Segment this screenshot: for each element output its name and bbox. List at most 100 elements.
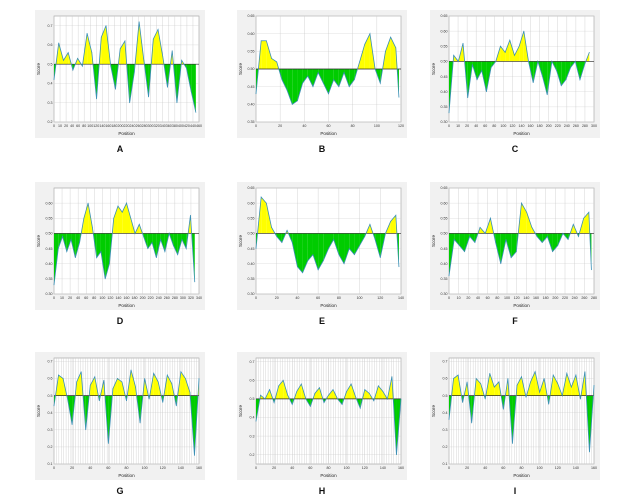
data-point-f-19 bbox=[547, 236, 548, 237]
data-point-g-25 bbox=[167, 375, 168, 376]
y-tick-label-f-3: 0.45 bbox=[441, 247, 448, 251]
data-point-e-14 bbox=[328, 248, 329, 249]
data-point-g-27 bbox=[176, 406, 177, 407]
data-point-c-16 bbox=[523, 31, 524, 32]
data-point-c-6 bbox=[477, 79, 478, 80]
data-point-a-6 bbox=[82, 66, 83, 67]
y-tick-label-g-5: 0.6 bbox=[48, 377, 53, 381]
y-tick-label-h-5: 0.7 bbox=[250, 360, 255, 364]
x-tick-label-c-6: 100 bbox=[500, 124, 506, 128]
data-point-f-22 bbox=[563, 233, 564, 234]
x-tick-label-f-11: 200 bbox=[552, 296, 558, 300]
data-point-e-12 bbox=[318, 269, 319, 270]
data-point-h-2 bbox=[265, 399, 266, 400]
y-tick-label-f-5: 0.55 bbox=[441, 216, 448, 220]
data-point-h-22 bbox=[355, 397, 356, 398]
data-point-g-23 bbox=[158, 382, 159, 383]
data-point-b-20 bbox=[359, 62, 360, 63]
x-tick-label-f-10: 180 bbox=[543, 296, 549, 300]
x-tick-label-f-2: 20 bbox=[466, 296, 470, 300]
data-point-d-12 bbox=[105, 279, 106, 280]
data-point-a-11 bbox=[106, 25, 107, 26]
data-point-d-21 bbox=[143, 236, 144, 237]
data-point-e-0 bbox=[256, 248, 257, 249]
x-axis-label-a: Position bbox=[118, 131, 135, 136]
data-point-i-19 bbox=[535, 371, 536, 372]
data-point-c-27 bbox=[575, 61, 576, 62]
y-tick-label-c-1: 0.35 bbox=[441, 105, 448, 109]
data-point-i-11 bbox=[498, 382, 499, 383]
y-tick-label-a-1: 0.3 bbox=[48, 101, 53, 105]
data-point-h-24 bbox=[364, 389, 365, 390]
data-point-c-25 bbox=[566, 79, 567, 80]
y-tick-label-c-6: 0.60 bbox=[441, 29, 448, 33]
y-tick-label-d-2: 0.40 bbox=[46, 262, 53, 266]
x-tick-label-h-0: 0 bbox=[255, 466, 257, 470]
data-point-i-7 bbox=[480, 383, 481, 384]
x-tick-label-b-4: 80 bbox=[351, 124, 355, 128]
x-tick-label-b-1: 20 bbox=[278, 124, 282, 128]
data-point-e-11 bbox=[313, 254, 314, 255]
x-tick-label-h-4: 80 bbox=[327, 466, 331, 470]
data-point-d-32 bbox=[190, 215, 191, 216]
data-point-i-15 bbox=[517, 385, 518, 386]
x-tick-label-b-0: 0 bbox=[255, 124, 257, 128]
y-tick-label-b-2: 0.45 bbox=[248, 85, 255, 89]
x-tick-label-c-8: 140 bbox=[519, 124, 525, 128]
x-tick-label-c-7: 120 bbox=[509, 124, 515, 128]
data-point-b-2 bbox=[266, 40, 267, 41]
data-point-a-22 bbox=[158, 29, 159, 30]
x-tick-label-g-0: 0 bbox=[53, 466, 55, 470]
y-tick-label-f-2: 0.40 bbox=[441, 262, 448, 266]
data-point-i-28 bbox=[576, 375, 577, 376]
data-point-e-7 bbox=[292, 242, 293, 243]
data-point-f-20 bbox=[552, 251, 553, 252]
data-point-a-27 bbox=[181, 60, 182, 61]
x-tick-label-e-0: 0 bbox=[255, 296, 257, 300]
data-point-d-19 bbox=[135, 233, 136, 234]
data-point-i-21 bbox=[544, 378, 545, 379]
data-point-i-30 bbox=[585, 371, 586, 372]
data-point-a-0 bbox=[54, 79, 55, 80]
data-point-d-30 bbox=[182, 239, 183, 240]
data-point-e-13 bbox=[323, 260, 324, 261]
panel-label-h: H bbox=[302, 486, 342, 496]
x-axis-label-b: Position bbox=[320, 131, 337, 136]
x-tick-label-f-0: 0 bbox=[448, 296, 450, 300]
data-point-g-8 bbox=[90, 385, 91, 386]
x-tick-label-g-6: 120 bbox=[160, 466, 166, 470]
data-point-b-11 bbox=[313, 86, 314, 87]
x-tick-label-d-1: 10 bbox=[60, 296, 64, 300]
y-axis-label-c: Score bbox=[431, 63, 436, 75]
x-tick-label-c-15: 280 bbox=[582, 124, 588, 128]
x-tick-label-f-6: 100 bbox=[504, 296, 510, 300]
x-tick-label-d-12: 220 bbox=[148, 296, 154, 300]
data-point-h-18 bbox=[337, 399, 338, 400]
x-tick-label-d-15: 280 bbox=[172, 296, 178, 300]
data-point-d-31 bbox=[186, 248, 187, 249]
data-point-g-22 bbox=[153, 373, 154, 374]
x-tick-label-d-10: 180 bbox=[132, 296, 138, 300]
data-point-i-31 bbox=[589, 452, 590, 453]
y-tick-label-d-5: 0.55 bbox=[46, 216, 53, 220]
data-point-d-2 bbox=[62, 236, 63, 237]
y-tick-label-h-1: 0.3 bbox=[250, 434, 255, 438]
data-point-i-25 bbox=[562, 395, 563, 396]
data-point-g-21 bbox=[149, 399, 150, 400]
data-point-a-20 bbox=[148, 97, 149, 98]
y-tick-label-g-4: 0.5 bbox=[48, 394, 53, 398]
panel-label-b: B bbox=[302, 144, 342, 154]
data-point-b-28 bbox=[399, 97, 400, 98]
x-tick-label-d-16: 300 bbox=[180, 296, 186, 300]
x-axis-label-d: Position bbox=[118, 303, 135, 308]
x-tick-label-e-1: 20 bbox=[275, 296, 279, 300]
data-point-e-22 bbox=[370, 224, 371, 225]
data-point-g-16 bbox=[126, 400, 127, 401]
data-point-d-14 bbox=[113, 218, 114, 219]
data-point-d-5 bbox=[75, 257, 76, 258]
x-tick-label-a-4: 60 bbox=[76, 124, 80, 128]
data-point-h-32 bbox=[401, 399, 402, 400]
x-tick-label-i-4: 80 bbox=[520, 466, 524, 470]
y-tick-label-e-2: 0.40 bbox=[248, 262, 255, 266]
